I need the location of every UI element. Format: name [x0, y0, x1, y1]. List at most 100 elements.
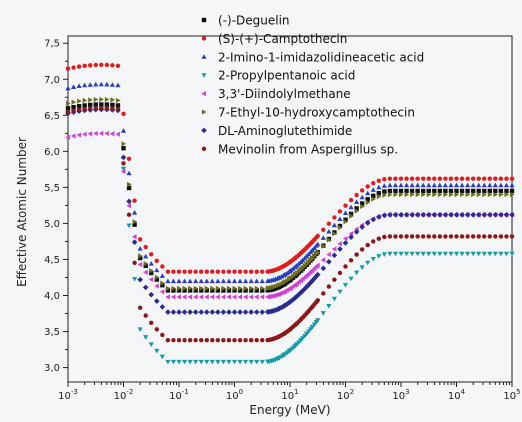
- data-point: [176, 359, 182, 365]
- data-point: [331, 222, 337, 228]
- data-point: [76, 132, 82, 138]
- data-point: [82, 82, 88, 88]
- data-point: [442, 182, 448, 188]
- data-point: [493, 188, 498, 194]
- data-point: [110, 106, 115, 111]
- data-point: [409, 251, 415, 257]
- data-point: [337, 223, 343, 229]
- data-point: [121, 141, 127, 147]
- data-point: [237, 288, 243, 293]
- data-point: [126, 170, 132, 176]
- data-point: [509, 182, 515, 188]
- data-point: [248, 269, 254, 274]
- data-point: [126, 223, 132, 229]
- data-point: [210, 337, 215, 343]
- legend-marker: [201, 91, 206, 97]
- data-point: [509, 251, 515, 257]
- data-point: [176, 278, 182, 284]
- data-point: [143, 263, 148, 268]
- data-point: [142, 284, 149, 291]
- data-point: [404, 176, 409, 181]
- data-point: [481, 251, 487, 257]
- data-point: [403, 211, 410, 218]
- data-point: [93, 96, 99, 103]
- data-point: [342, 240, 349, 246]
- data-point: [199, 269, 204, 274]
- data-point: [231, 278, 238, 284]
- data-point: [481, 211, 488, 218]
- data-point: [98, 130, 104, 136]
- data-point: [226, 359, 232, 365]
- data-point: [453, 251, 460, 257]
- data-point: [498, 251, 504, 257]
- data-point: [193, 294, 198, 300]
- data-point: [348, 258, 354, 263]
- data-point: [398, 188, 404, 194]
- data-point: [460, 191, 465, 198]
- data-point: [376, 254, 382, 259]
- data-point: [315, 298, 320, 303]
- data-point: [181, 309, 188, 315]
- data-point: [170, 309, 177, 315]
- data-point: [393, 234, 398, 239]
- data-point: [420, 211, 426, 218]
- data-point: [437, 191, 443, 198]
- data-point: [126, 212, 132, 217]
- data-point: [121, 146, 126, 151]
- data-point: [176, 309, 182, 315]
- data-point: [160, 264, 165, 269]
- data-point: [482, 176, 487, 181]
- series-1: [65, 62, 515, 274]
- data-point: [414, 211, 421, 218]
- data-point: [337, 216, 343, 221]
- data-point: [209, 309, 216, 315]
- data-point: [243, 269, 248, 274]
- data-point: [309, 324, 316, 330]
- data-point: [254, 278, 260, 284]
- data-marks: [65, 62, 515, 365]
- data-point: [403, 182, 410, 188]
- data-point: [370, 256, 376, 262]
- data-point: [326, 251, 331, 258]
- x-axis-title: Energy (MeV): [249, 403, 330, 417]
- data-point: [93, 62, 98, 68]
- data-point: [76, 64, 82, 69]
- data-point: [492, 211, 499, 218]
- data-point: [254, 285, 260, 291]
- data-point: [437, 176, 443, 181]
- data-point: [65, 134, 70, 140]
- data-point: [110, 102, 115, 108]
- data-point: [132, 234, 137, 240]
- data-point: [192, 309, 199, 315]
- data-point: [126, 156, 132, 162]
- data-point: [237, 337, 243, 343]
- data-point: [426, 191, 432, 198]
- data-point: [311, 275, 318, 282]
- data-point: [354, 270, 360, 276]
- data-point: [149, 252, 154, 257]
- data-point: [126, 203, 132, 209]
- data-point: [415, 251, 421, 257]
- data-point: [476, 182, 482, 188]
- data-point: [392, 251, 399, 257]
- data-point: [248, 278, 254, 284]
- data-point: [348, 231, 354, 237]
- data-point: [243, 337, 248, 343]
- data-point: [426, 182, 432, 188]
- data-point: [426, 234, 431, 239]
- data-point: [454, 191, 460, 198]
- data-point: [170, 278, 177, 284]
- data-point: [470, 251, 476, 257]
- data-point: [226, 288, 232, 293]
- data-point: [432, 191, 437, 198]
- data-point: [464, 211, 471, 218]
- data-point: [376, 236, 381, 241]
- data-point: [120, 128, 127, 133]
- data-point: [65, 109, 71, 115]
- data-point: [220, 309, 227, 315]
- data-point: [187, 359, 193, 365]
- data-point: [315, 233, 320, 239]
- data-point: [204, 285, 210, 291]
- data-point: [376, 190, 381, 196]
